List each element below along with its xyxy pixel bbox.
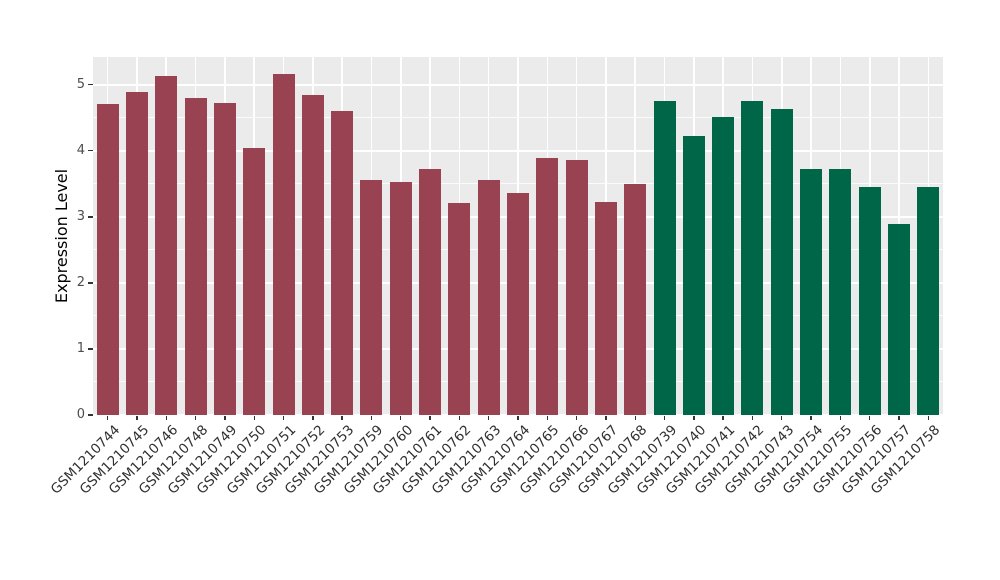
x-tick-mark — [751, 416, 754, 420]
y-tick-label: 2 — [76, 274, 85, 290]
x-tick-mark — [370, 416, 373, 420]
x-tick-mark — [839, 416, 842, 420]
x-tick-mark — [869, 416, 871, 420]
bar — [125, 92, 148, 415]
x-tick-mark — [605, 416, 607, 420]
bar — [565, 160, 588, 415]
bar — [741, 100, 764, 415]
bar — [477, 179, 500, 415]
bar — [507, 193, 529, 415]
x-tick-mark — [810, 416, 812, 420]
x-tick-mark — [575, 416, 578, 420]
x-tick-mark — [546, 416, 548, 420]
y-tick-mark — [88, 414, 93, 416]
bar — [213, 103, 236, 415]
x-tick-mark — [927, 416, 930, 420]
y-tick-label: 4 — [76, 142, 85, 158]
x-tick-mark — [106, 416, 109, 420]
bar — [653, 100, 676, 415]
x-tick-mark — [194, 416, 197, 420]
bar — [536, 158, 559, 415]
x-tick-mark — [224, 416, 226, 420]
x-tick-mark — [253, 416, 255, 420]
y-tick-label: 1 — [76, 340, 85, 356]
y-tick-label: 5 — [76, 76, 85, 92]
bar — [594, 202, 617, 415]
bar — [917, 187, 940, 415]
bar — [184, 97, 207, 415]
x-tick-mark — [898, 416, 900, 420]
bar — [155, 75, 178, 415]
y-tick-mark — [88, 216, 93, 218]
x-tick-mark — [722, 416, 724, 420]
bar — [770, 108, 793, 415]
bar — [419, 168, 442, 415]
x-tick-mark — [517, 416, 519, 420]
x-tick-mark — [165, 416, 167, 420]
x-tick-mark — [429, 416, 431, 420]
bar — [682, 136, 705, 415]
bar — [858, 187, 881, 415]
bar — [389, 181, 412, 415]
bar — [331, 110, 354, 415]
bar — [888, 224, 911, 415]
bar — [624, 183, 647, 415]
bar — [360, 179, 383, 415]
x-tick-mark — [400, 416, 402, 420]
y-tick-mark — [88, 348, 93, 350]
y-tick-mark — [88, 84, 93, 86]
plot-panel — [93, 57, 943, 415]
y-tick-mark — [88, 282, 93, 284]
bar — [96, 103, 119, 415]
y-tick-mark — [88, 150, 93, 152]
x-tick-mark — [136, 416, 138, 420]
bar — [800, 168, 823, 415]
x-tick-mark — [634, 416, 636, 420]
y-axis-title: Expression Level — [52, 168, 71, 304]
x-tick-mark — [312, 416, 314, 420]
x-tick-mark — [781, 416, 783, 420]
bar — [712, 117, 735, 415]
x-tick-mark — [282, 416, 285, 420]
bar — [272, 74, 295, 415]
x-tick-mark — [341, 416, 343, 420]
y-tick-label: 3 — [76, 208, 85, 224]
x-tick-mark — [663, 416, 666, 420]
bar — [829, 169, 852, 415]
x-tick-mark — [487, 416, 490, 420]
y-tick-label: 0 — [76, 407, 85, 422]
x-tick-mark — [693, 416, 695, 420]
bar — [301, 95, 324, 415]
x-tick-mark — [458, 416, 461, 420]
bar — [243, 147, 266, 415]
bar — [448, 202, 471, 415]
